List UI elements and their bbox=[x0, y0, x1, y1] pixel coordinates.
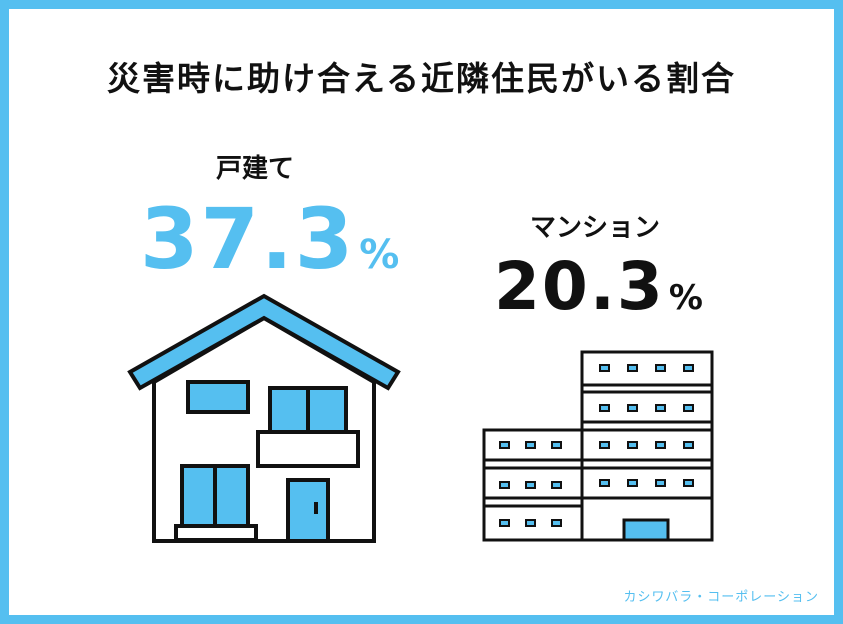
value-mansion-unit: % bbox=[668, 278, 703, 318]
building-window bbox=[683, 479, 694, 487]
building-window bbox=[599, 441, 610, 449]
building-window bbox=[627, 404, 638, 412]
value-house: 37.3% bbox=[140, 190, 399, 288]
building-window bbox=[499, 441, 510, 449]
building-window bbox=[551, 519, 562, 527]
credit-text: カシワバラ・コーポレーション bbox=[623, 590, 819, 605]
building-window bbox=[599, 364, 610, 372]
building-window bbox=[499, 519, 510, 527]
building-window bbox=[525, 441, 536, 449]
value-mansion-number: 20.3 bbox=[494, 248, 665, 325]
value-mansion: 20.3% bbox=[494, 248, 703, 325]
building-window bbox=[655, 479, 666, 487]
building-window bbox=[683, 441, 694, 449]
building-window bbox=[627, 441, 638, 449]
building-window bbox=[655, 404, 666, 412]
building-window bbox=[655, 364, 666, 372]
building-window bbox=[551, 481, 562, 489]
building-window bbox=[683, 364, 694, 372]
building-window bbox=[525, 481, 536, 489]
category-label-mansion: マンション bbox=[530, 213, 661, 243]
value-house-unit: % bbox=[359, 232, 400, 278]
house-icon bbox=[127, 293, 401, 543]
building-window bbox=[599, 404, 610, 412]
building-window bbox=[655, 441, 666, 449]
apartment-building-icon bbox=[482, 350, 714, 542]
building-window bbox=[627, 364, 638, 372]
building-window bbox=[683, 404, 694, 412]
chart-title: 災害時に助け合える近隣住民がいる割合 bbox=[106, 59, 736, 98]
building-window bbox=[525, 519, 536, 527]
building-window bbox=[551, 441, 562, 449]
building-window bbox=[627, 479, 638, 487]
value-house-number: 37.3 bbox=[140, 190, 356, 288]
building-window bbox=[499, 481, 510, 489]
building-window bbox=[599, 479, 610, 487]
category-label-house: 戸建て bbox=[216, 154, 295, 184]
apartment-windows bbox=[499, 364, 694, 527]
